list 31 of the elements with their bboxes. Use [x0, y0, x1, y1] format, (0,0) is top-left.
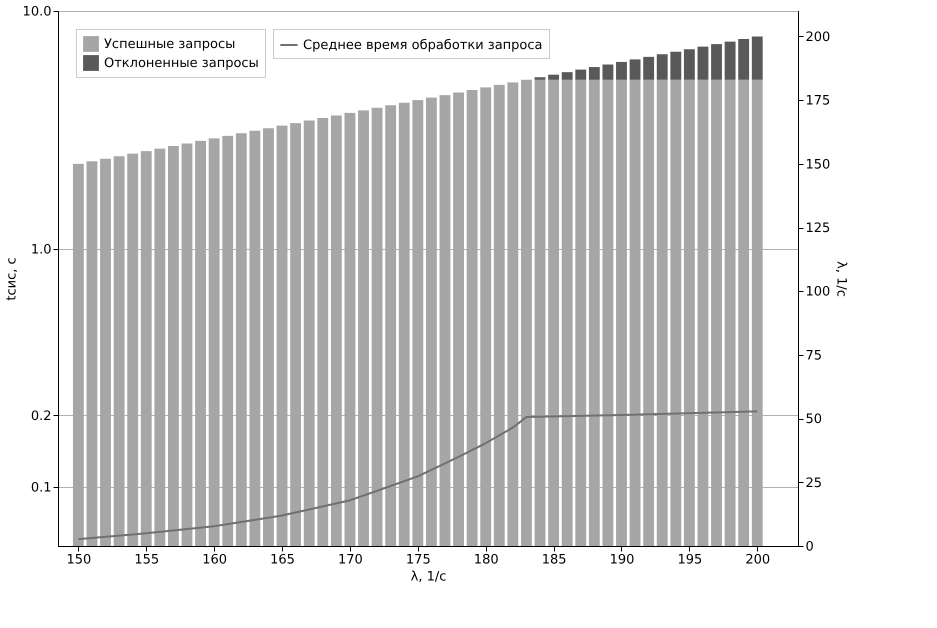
- y2-tick-label: 125: [806, 221, 830, 236]
- x-tick-label: 195: [677, 552, 702, 568]
- y-tick-label: 0.2: [30, 408, 52, 424]
- legend-label: Отклоненные запросы: [104, 56, 259, 71]
- x-tick-label: 170: [338, 552, 363, 568]
- x-tick-label: 180: [474, 552, 499, 568]
- line-series: [77, 410, 758, 540]
- y2-tick-label: 175: [806, 94, 830, 109]
- x-tick-label: 175: [406, 552, 431, 568]
- x-tick-label: 190: [610, 552, 634, 568]
- legend-label: Среднее время обработки запроса: [303, 38, 542, 53]
- x-axis-title: λ, 1/с: [410, 570, 446, 584]
- x-tick-label: 165: [270, 552, 295, 568]
- y2-tick-label: 50: [806, 412, 822, 428]
- y2-tick-label: 100: [806, 284, 830, 300]
- x-tick-label: 185: [542, 552, 567, 568]
- x-tick-label: 150: [66, 552, 92, 568]
- legend-label: Успешные запросы: [104, 37, 236, 52]
- y2-tick-label: 25: [806, 476, 822, 491]
- x-tick-label: 200: [745, 552, 770, 568]
- y2-tick-label: 150: [806, 157, 830, 172]
- y2-tick-label: 200: [806, 30, 830, 45]
- y2-tick-label: 75: [806, 348, 822, 364]
- y2-tick-label: 0: [806, 540, 814, 554]
- y-tick-label: 1.0: [30, 242, 52, 258]
- y-tick-label: 0.1: [30, 480, 52, 496]
- x-tick-label: 155: [134, 552, 160, 568]
- y-axis-title: tсис, с: [4, 257, 20, 301]
- x-tick-label: 160: [202, 552, 228, 568]
- y2-axis-title: λ, 1/с: [833, 261, 848, 297]
- y-tick-label: 10.0: [22, 4, 52, 20]
